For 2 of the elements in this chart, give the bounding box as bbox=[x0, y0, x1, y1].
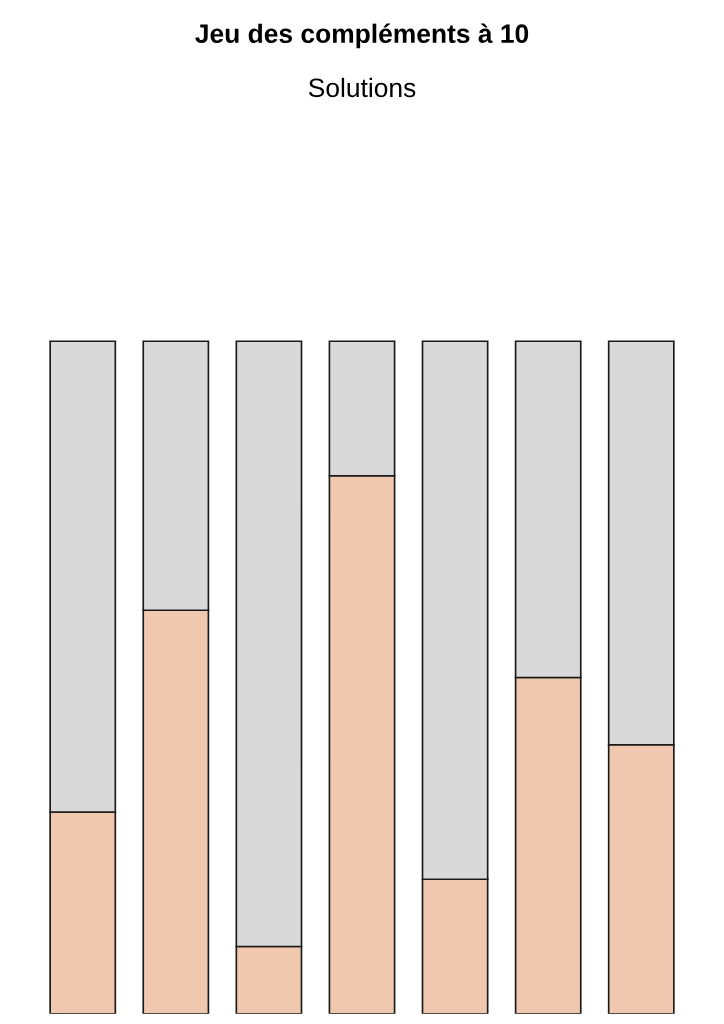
chart-title: Jeu des compléments à 10 bbox=[195, 23, 529, 49]
chart-subtitle: Solutions bbox=[308, 77, 416, 98]
